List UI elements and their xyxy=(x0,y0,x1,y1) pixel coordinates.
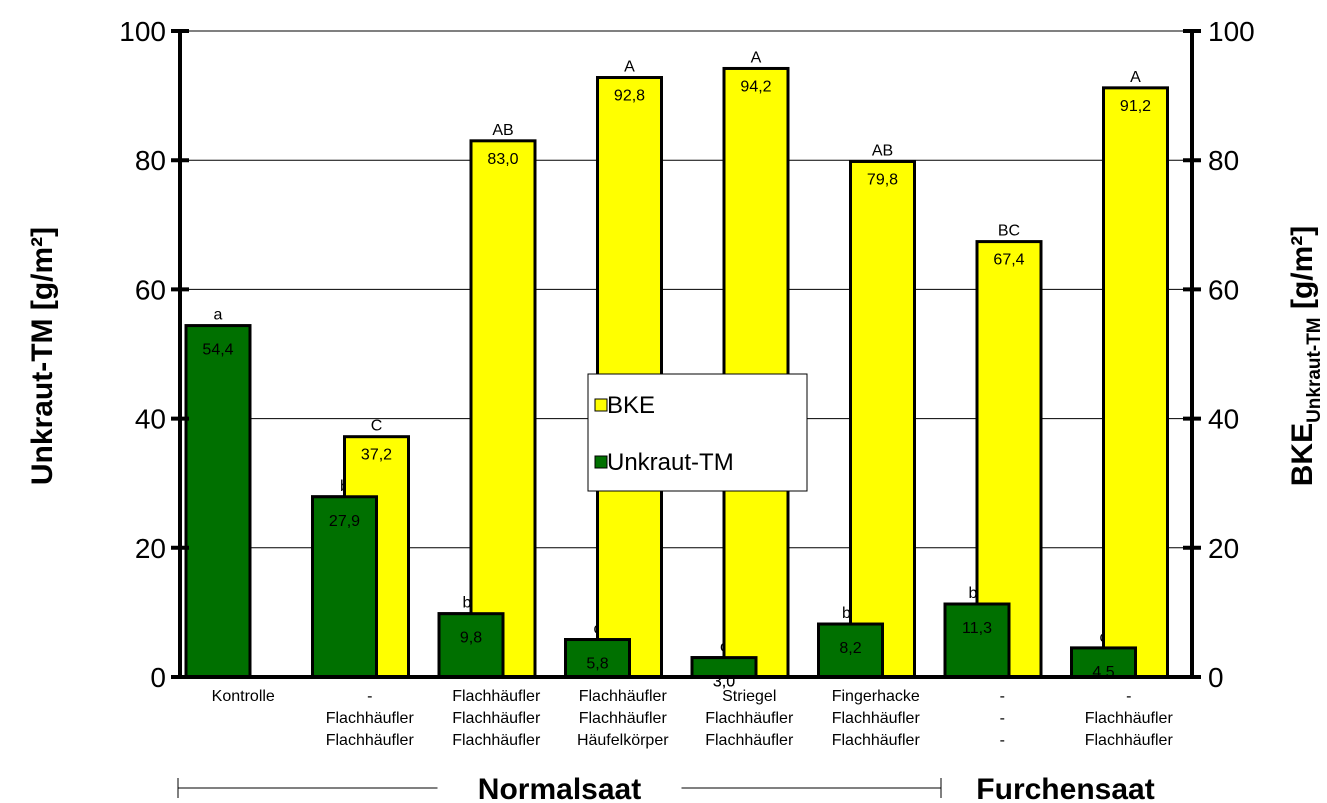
y-right-tick-label: 80 xyxy=(1208,145,1239,176)
bar-bke xyxy=(851,161,915,677)
data-label-unkraut-tm: 5,8 xyxy=(586,656,608,673)
data-label-unkraut-tm: 11,3 xyxy=(962,620,992,637)
data-label-bke: 94,2 xyxy=(740,78,771,95)
category-label-line1: Kontrolle xyxy=(212,688,275,705)
category-label-line1: Flachhäufler xyxy=(452,688,541,705)
category-label-line2: Flachhäufler xyxy=(705,710,794,727)
data-label-bke: 83,0 xyxy=(487,151,518,168)
y-left-tick-label: 20 xyxy=(135,533,166,564)
data-label-bke: 91,2 xyxy=(1120,98,1151,115)
significance-letter-bke: A xyxy=(624,59,635,76)
data-label-bke: 79,8 xyxy=(867,171,898,188)
y-left-tick-label: 40 xyxy=(135,404,166,435)
y-left-tick-label: 0 xyxy=(150,662,166,693)
category-label-line2: Flachhäufler xyxy=(1085,710,1174,727)
legend-label-bke: BKE xyxy=(607,392,655,419)
category-labels: Kontrolle - Flachhäufler Flachhäufler Flachh… xyxy=(212,688,1174,749)
bar-unkraut-tm xyxy=(186,326,250,677)
significance-letter-bke: C xyxy=(371,418,383,435)
category-label-line3: Flachhäufler xyxy=(452,732,541,749)
y-axis-left-label: Unkraut-TM [g/m²] xyxy=(26,227,59,485)
legend: BKE Unkraut-TM xyxy=(588,374,807,491)
category-label-line2: Flachhäufler xyxy=(579,710,668,727)
group-labels: Normalsaat Furchensaat xyxy=(178,773,1155,803)
y-left-tick-label: 100 xyxy=(119,16,166,47)
data-label-unkraut-tm: 54,4 xyxy=(202,342,233,359)
y-right-tick-label: 40 xyxy=(1208,404,1239,435)
category-label-line3: Flachhäufler xyxy=(326,732,415,749)
group-label-furchensaat: Furchensaat xyxy=(976,773,1154,803)
y-right-tick-label: 20 xyxy=(1208,533,1239,564)
bar-bke xyxy=(1104,88,1168,677)
data-label-bke: 37,2 xyxy=(361,447,392,464)
significance-letter-bke: BC xyxy=(998,223,1020,240)
significance-letter-bke: A xyxy=(751,49,762,66)
category-label-line3: Häufelkörper xyxy=(577,732,669,749)
category-label-line1: - xyxy=(367,688,372,705)
category-label-line2: Flachhäufler xyxy=(832,710,921,727)
bar-bke xyxy=(724,68,788,677)
significance-letter-unkraut-tm: a xyxy=(214,307,223,324)
category-label-line2: Flachhäufler xyxy=(326,710,415,727)
data-label-bke: 67,4 xyxy=(993,252,1024,269)
category-label-line3: Flachhäufler xyxy=(705,732,794,749)
category-label-line3: - xyxy=(1000,732,1005,749)
significance-letter-bke: AB xyxy=(492,122,513,139)
data-label-unkraut-tm: 9,8 xyxy=(460,630,482,647)
data-label-bke: 92,8 xyxy=(614,88,645,105)
y-right-tick-label: 60 xyxy=(1208,274,1239,305)
group-label-normalsaat: Normalsaat xyxy=(478,773,641,803)
y-right-tick-label: 100 xyxy=(1208,16,1255,47)
bar-bke xyxy=(471,141,535,677)
category-label-line1: - xyxy=(1000,688,1005,705)
data-label-unkraut-tm: 8,2 xyxy=(839,640,861,657)
category-label-line2: - xyxy=(1000,710,1005,727)
legend-label-unkraut-tm: Unkraut-TM xyxy=(607,449,734,476)
legend-swatch-bke xyxy=(595,399,607,411)
axes: 0 20 40 60 80 100 0 20 40 60 80 100 xyxy=(119,16,1254,693)
y-axis-right-label: BKEUnkraut-TM [g/m²] xyxy=(1286,226,1325,487)
bars: 54,4a27,9b37,2C9,8bc83,0AB5,8c92,8A3,0c9… xyxy=(186,49,1168,690)
y-left-tick-label: 60 xyxy=(135,274,166,305)
data-label-unkraut-tm: 27,9 xyxy=(329,513,360,530)
significance-letter-bke: AB xyxy=(872,142,893,159)
y-left-tick-label: 80 xyxy=(135,145,166,176)
y-axis-right-label-main: BKE xyxy=(1286,423,1319,486)
significance-letter-bke: A xyxy=(1130,69,1141,86)
legend-swatch-unkraut-tm xyxy=(595,456,607,468)
category-label-line2: Flachhäufler xyxy=(452,710,541,727)
y-axis-right-label-sub: Unkraut-TM xyxy=(1304,317,1325,423)
category-label-line1: - xyxy=(1126,688,1131,705)
category-label-line3: Flachhäufler xyxy=(1085,732,1174,749)
category-label-line1: Fingerhacke xyxy=(832,688,920,705)
y-axis-right-label-unit: [g/m²] xyxy=(1286,226,1319,318)
bar-unkraut-tm-front xyxy=(945,604,1009,677)
category-label-line3: Flachhäufler xyxy=(832,732,921,749)
y-right-tick-label: 0 xyxy=(1208,662,1224,693)
category-label-line1: Flachhäufler xyxy=(579,688,668,705)
category-label-line1: Striegel xyxy=(722,688,776,705)
